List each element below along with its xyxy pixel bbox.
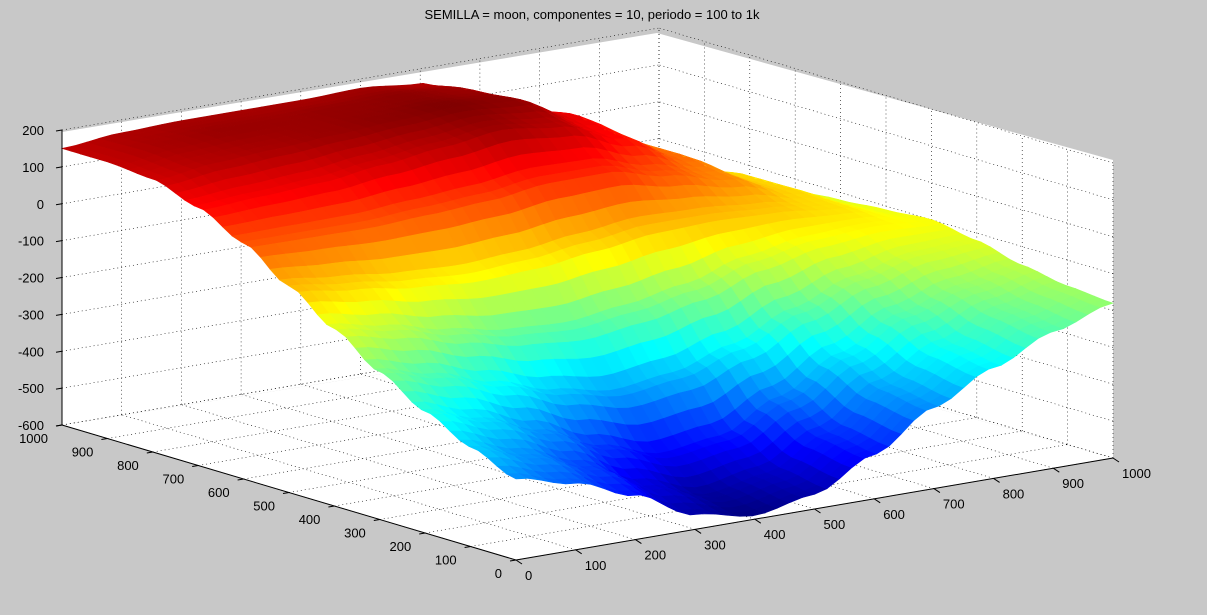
y-tick-label: 800 (117, 458, 139, 473)
y-tick-label: 500 (253, 499, 275, 514)
z-tick-label: -300 (18, 307, 44, 322)
y-tick-mark (419, 532, 426, 535)
grid-line-floor-x (241, 394, 696, 530)
z-tick-mark (55, 387, 63, 390)
surface-mesh (60, 82, 1114, 517)
grid-line-wall-z (658, 64, 1114, 201)
x-tick-label: 0 (525, 568, 532, 583)
y-tick-mark (237, 478, 244, 481)
x-tick-label: 300 (704, 537, 726, 552)
y-tick-label: 300 (344, 526, 366, 541)
axes (55, 129, 1120, 565)
y-tick-label: 200 (389, 539, 411, 554)
grid-line-wall-z (658, 101, 1114, 238)
y-tick-mark (328, 505, 335, 508)
grid-line-wall-z (61, 27, 660, 131)
x-tick-label: 200 (644, 548, 666, 563)
grid-line-floor-y (470, 444, 1068, 547)
z-tick-label: 200 (22, 123, 44, 138)
z-tick-mark (55, 350, 63, 353)
z-tick-label: -100 (18, 234, 44, 249)
z-tick-mark (55, 203, 63, 206)
x-tick-mark (694, 528, 702, 534)
y-tick-mark (509, 559, 517, 562)
z-tick-mark (55, 424, 63, 427)
z-tick-mark (55, 166, 63, 169)
x-tick-label: 800 (1003, 486, 1025, 501)
x-tick-label: 500 (824, 517, 846, 532)
x-tick-mark (873, 498, 881, 504)
y-tick-label: 900 (72, 445, 94, 460)
x-tick-mark (814, 508, 821, 514)
x-tick-label: 400 (764, 527, 786, 542)
x-tick-label: 900 (1062, 476, 1084, 491)
grid-line-floor-y (425, 430, 1023, 534)
x-tick-mark (575, 549, 582, 555)
x-tick-mark (1112, 457, 1120, 463)
z-tick-label: 100 (22, 160, 44, 175)
x-tick-label: 1000 (1122, 466, 1151, 481)
y-tick-label: 600 (208, 485, 230, 500)
y-tick-mark (146, 451, 153, 454)
chart-title: SEMILLA = moon, componentes = 10, period… (425, 7, 760, 22)
y-tick-label: 0 (495, 566, 502, 581)
grid-line-floor-x (181, 404, 636, 540)
z-tick-label: -400 (18, 344, 44, 359)
y-tick-mark (192, 465, 199, 467)
y-tick-mark (101, 438, 108, 440)
y-tick-label: 700 (162, 472, 184, 487)
grid-line-wall-z (658, 138, 1114, 274)
y-tick-label: 100 (435, 553, 457, 568)
y-tick-label: 400 (299, 512, 321, 527)
tick-labels: 0100200300400500600700800900100001002003… (18, 123, 1151, 583)
z-tick-mark (55, 277, 63, 279)
y-tick-mark (464, 546, 471, 548)
x-tick-label: 600 (883, 507, 905, 522)
x-tick-label: 100 (585, 558, 607, 573)
z-tick-label: -600 (18, 418, 44, 433)
x-tick-label: 700 (943, 497, 965, 512)
x-tick-mark (933, 488, 941, 494)
surface-patch (1090, 299, 1114, 308)
y-tick-label: 1000 (19, 431, 48, 446)
z-tick-mark (55, 240, 63, 243)
x-tick-mark (993, 477, 1000, 483)
z-tick-mark (55, 129, 63, 132)
z-tick-label: -200 (18, 271, 44, 286)
x-tick-mark (515, 559, 523, 565)
z-tick-label: -500 (18, 381, 44, 396)
z-tick-mark (55, 313, 63, 316)
x-tick-mark (1053, 467, 1060, 473)
z-tick-label: 0 (37, 197, 44, 212)
y-tick-mark (282, 492, 290, 494)
x-tick-mark (754, 518, 762, 524)
grid-line-wall-z (658, 27, 1114, 164)
y-tick-mark (373, 519, 380, 521)
x-tick-mark (635, 539, 642, 545)
